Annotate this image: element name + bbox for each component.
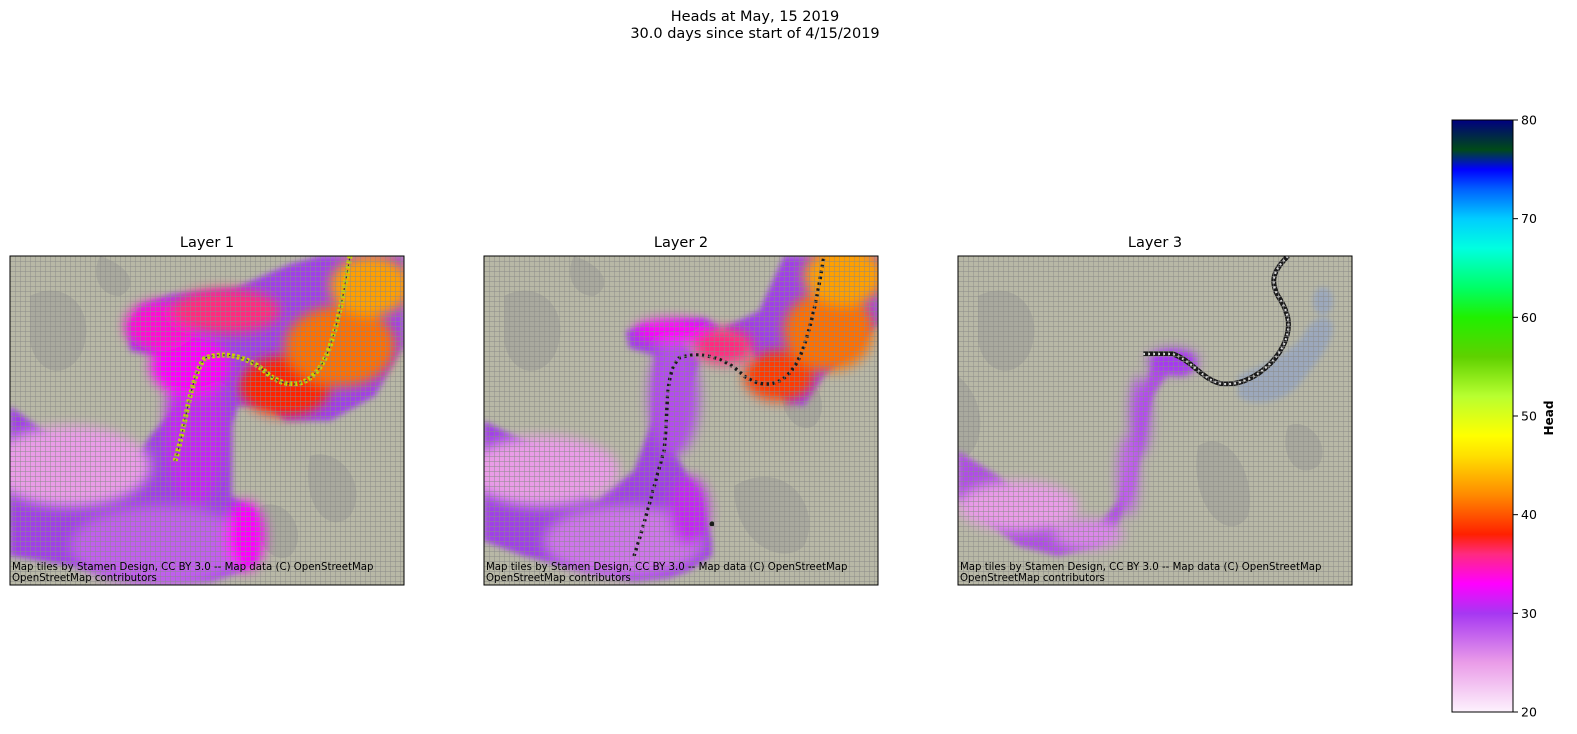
panel-frame-layer-1 [9,255,405,586]
attribution-layer-2-line2: OpenStreetMap contributors [486,573,631,584]
colorbar-tick-label-70: 70 [1521,211,1537,226]
model-grid-layer-2 [484,256,878,585]
attribution-layer-3-line1: Map tiles by Stamen Design, CC BY 3.0 --… [960,562,1321,573]
panel-title-layer-3: Layer 3 [1128,235,1182,251]
colorbar-tick-label-20: 20 [1521,705,1537,720]
figure-title-line2: 30.0 days since start of 4/15/2019 [630,26,879,42]
panel-frame-layer-3 [957,255,1353,586]
colorbar-tick-label-30: 30 [1521,606,1537,621]
colorbar-tick-label-40: 40 [1521,507,1537,522]
colorbar-tick-label-60: 60 [1521,310,1537,325]
model-grid-layer-3 [958,256,1352,585]
attribution-layer-1-line1: Map tiles by Stamen Design, CC BY 3.0 --… [12,562,373,573]
map-panel-layer-1: Map tiles by Stamen Design, CC BY 3.0 --… [9,255,405,586]
map-panel-layer-2: Map tiles by Stamen Design, CC BY 3.0 --… [483,255,879,586]
model-grid-layer-1 [10,256,404,585]
colorbar-tick-label-80: 80 [1521,113,1537,128]
map-panel-layer-3: Map tiles by Stamen Design, CC BY 3.0 --… [957,255,1353,586]
colorbar-tick-label-50: 50 [1521,409,1537,424]
colorbar-ticks: 20 30 40 50 60 70 80 [1513,113,1537,720]
colorbar: 20 30 40 50 60 70 80 Head [1451,113,1556,720]
colorbar-label: Head [1542,401,1556,436]
panel-frame-layer-2 [483,255,879,586]
panel-title-layer-1: Layer 1 [180,235,234,251]
panel-title-layer-2: Layer 2 [654,235,708,251]
figure-title-line1: Heads at May, 15 2019 [671,9,839,25]
attribution-layer-3-line2: OpenStreetMap contributors [960,573,1105,584]
attribution-layer-2-line1: Map tiles by Stamen Design, CC BY 3.0 --… [486,562,847,573]
attribution-layer-1-line2: OpenStreetMap contributors [12,573,157,584]
colorbar-gradient [1452,120,1513,712]
